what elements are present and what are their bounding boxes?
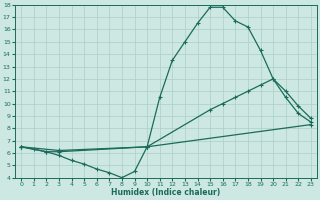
X-axis label: Humidex (Indice chaleur): Humidex (Indice chaleur) xyxy=(111,188,221,197)
